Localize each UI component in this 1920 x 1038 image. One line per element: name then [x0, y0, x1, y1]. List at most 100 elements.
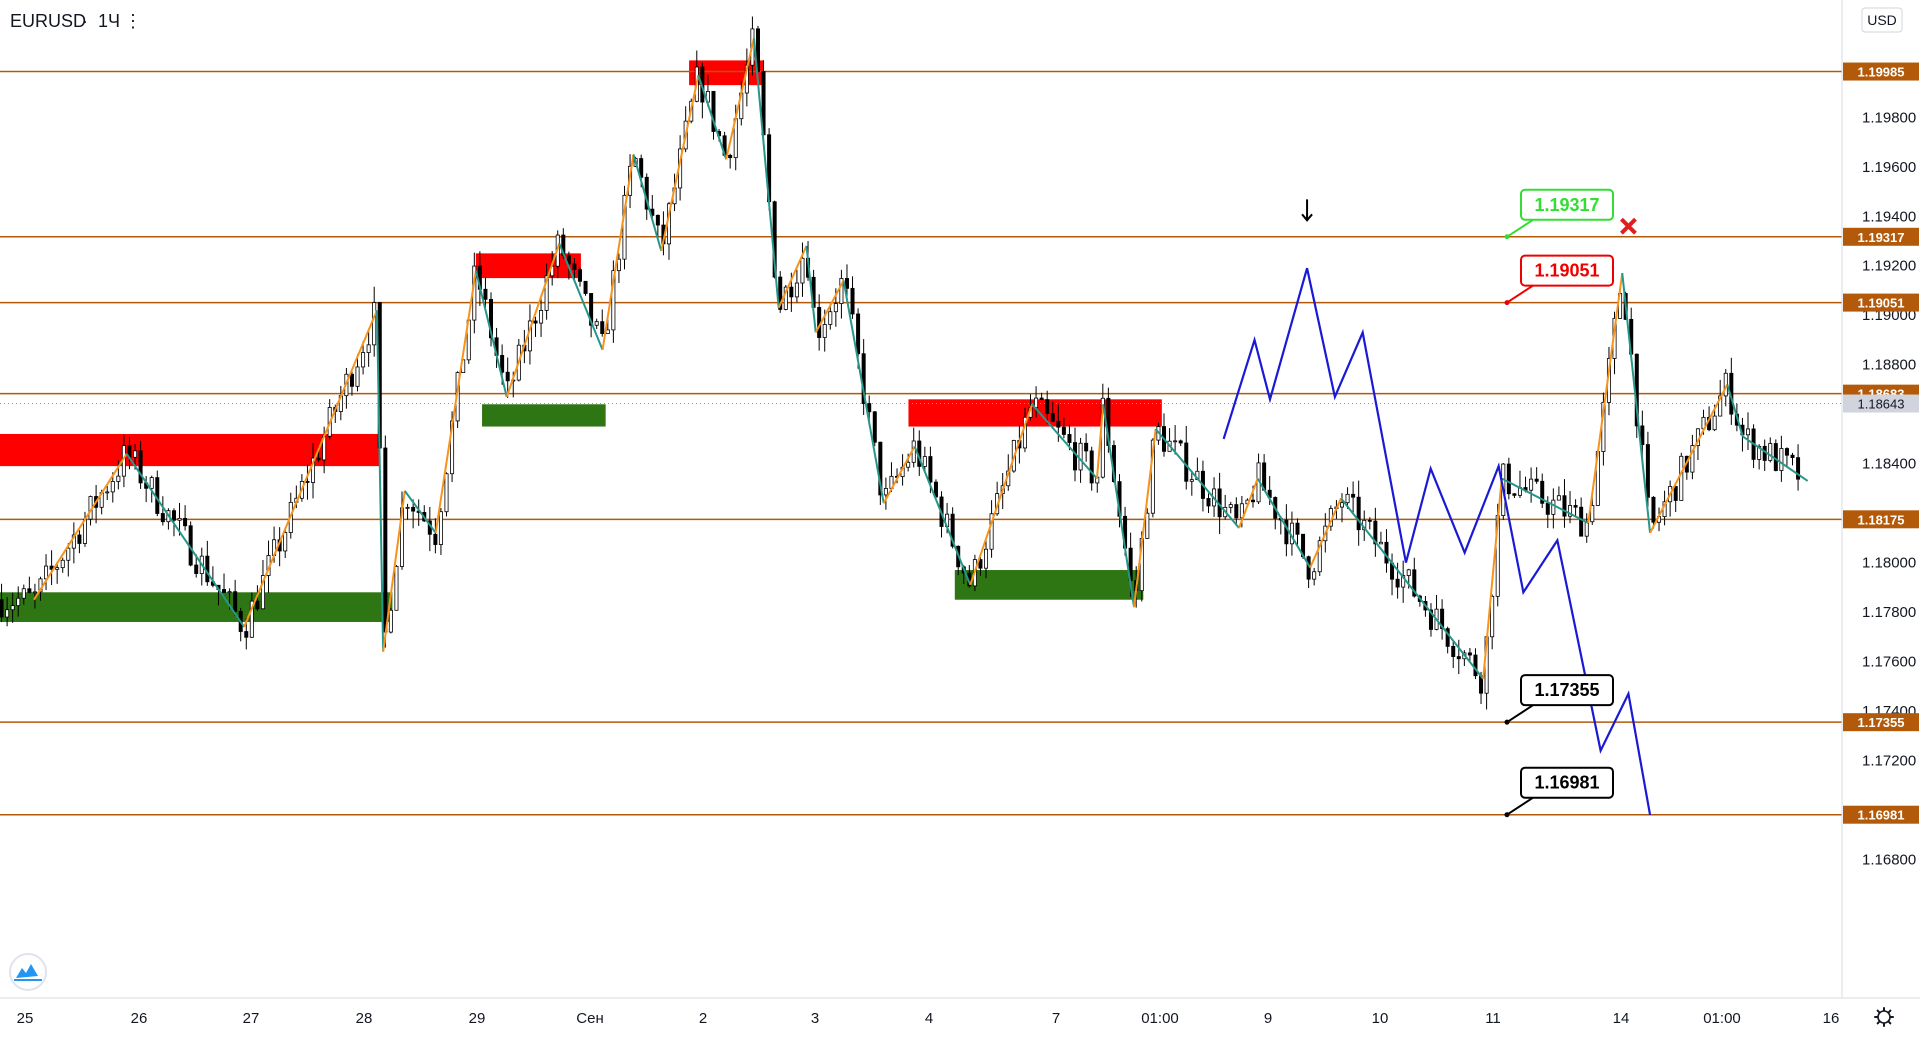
candle-body [906, 461, 911, 468]
zigzag-segment [632, 154, 663, 252]
price-tick-label: 1.17600 [1862, 654, 1916, 671]
candle-body [1573, 505, 1578, 508]
candle-body [1145, 512, 1150, 539]
candle-body [728, 154, 733, 159]
time-tick-label: 27 [243, 1010, 260, 1027]
candle-body [77, 534, 82, 544]
candle-body [1746, 428, 1751, 436]
candle-body [10, 605, 15, 611]
candle-body [1373, 520, 1378, 545]
zigzag-segment [1133, 428, 1157, 608]
candle-body [1440, 608, 1445, 630]
candle-body [1645, 444, 1650, 498]
candle-body [1568, 505, 1573, 517]
time-axis[interactable]: 25 26 27 28 29 Сен 2 3 4 7 01:00 9 10 11 14 01:00 16 [17, 1010, 1840, 1027]
candle-body [55, 567, 60, 570]
candle-body [1551, 499, 1556, 515]
candle-body [433, 533, 438, 545]
tradingview-logo-icon[interactable] [9, 953, 47, 991]
candle-body [1796, 457, 1801, 480]
candle-body [1339, 502, 1344, 508]
zigzag-segment [1031, 403, 1098, 480]
levels-layer [0, 70, 1842, 816]
candle-body [44, 565, 49, 580]
level-label-bg [1843, 510, 1919, 529]
candle-body [355, 366, 360, 387]
demand-zone [482, 404, 606, 427]
zigzag-segment [969, 403, 1034, 586]
zigzag-segment [1501, 477, 1589, 524]
candle-body [227, 591, 232, 594]
candle-body [305, 481, 310, 483]
zigzag-segment [505, 243, 561, 398]
zigzag-segment [1340, 497, 1484, 680]
candle-body [1757, 445, 1762, 460]
zigzag-segment [1587, 273, 1624, 524]
candle-body [1178, 440, 1183, 444]
candle-body [1690, 445, 1695, 473]
time-tick-label: 2 [699, 1010, 707, 1027]
interval-label[interactable]: 1Ч [98, 11, 120, 31]
candle-body [850, 287, 855, 315]
callout-anchor [1504, 300, 1510, 306]
candle-body [171, 510, 176, 521]
candle-body [1228, 504, 1233, 508]
currency-button[interactable]: USD [1861, 7, 1903, 33]
time-tick-label: 29 [469, 1010, 486, 1027]
candle-body [1189, 479, 1194, 482]
candle-body [1473, 654, 1478, 677]
candle-body [133, 450, 138, 458]
candle-body [639, 158, 644, 178]
gear-icon[interactable] [1874, 1007, 1894, 1027]
candle-body [483, 288, 488, 300]
zigzag-segment [125, 453, 245, 628]
candle-body [611, 270, 616, 331]
symbol-title[interactable]: EURUSD [10, 11, 86, 31]
time-tick-label: 7 [1052, 1010, 1060, 1027]
candle-body [1456, 656, 1461, 660]
candle-body [1067, 434, 1072, 443]
candle-body [1679, 455, 1684, 501]
level-label: 1.16981 [1858, 808, 1905, 823]
callout-label: 1.17355 [1534, 680, 1599, 700]
level-label-bg [1843, 805, 1919, 824]
zigzag-segment [1482, 478, 1503, 679]
candle-body [833, 303, 838, 313]
candle-body [1045, 399, 1050, 414]
zigzag-segment [777, 245, 808, 309]
candle-body [1184, 442, 1189, 482]
candle-body [438, 511, 443, 545]
candle-body [1773, 443, 1778, 471]
level-label-bg [1843, 293, 1919, 312]
candle-body [1284, 519, 1289, 545]
candle-body [1640, 425, 1645, 445]
callout-pointer [1506, 704, 1534, 724]
level-label: 1.19985 [1858, 65, 1905, 80]
candle-body [194, 564, 199, 574]
zigzag-segment [660, 75, 700, 252]
candle-body [244, 631, 249, 638]
candle-body [1451, 645, 1456, 657]
zigzag-segment [725, 37, 755, 160]
callout-box [1520, 766, 1614, 799]
more-icon[interactable]: ⋮ [124, 11, 142, 31]
candle-body [110, 481, 115, 493]
callout-pointer [1506, 796, 1534, 816]
candle-body [505, 371, 510, 382]
candle-body [105, 491, 110, 494]
candle-body [1089, 450, 1094, 484]
time-tick-label: 3 [811, 1010, 819, 1027]
callout-anchor [1504, 719, 1510, 725]
candle-body [844, 278, 849, 289]
candle-body [1312, 571, 1317, 580]
zigzag-segment [1102, 404, 1136, 608]
candle-body [1467, 652, 1472, 656]
candle-body [589, 293, 594, 326]
candle-body [1779, 448, 1784, 471]
candle-body [950, 513, 955, 547]
candle-body [922, 456, 927, 467]
candle-body [500, 354, 505, 373]
time-tick-label: 11 [1485, 1010, 1501, 1027]
